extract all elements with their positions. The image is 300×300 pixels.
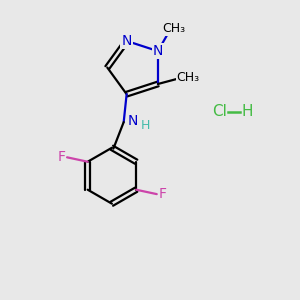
Text: N: N xyxy=(127,114,138,128)
Text: CH₃: CH₃ xyxy=(163,22,186,35)
Text: N: N xyxy=(153,44,163,58)
Text: CH₃: CH₃ xyxy=(177,71,200,84)
Text: F: F xyxy=(57,150,65,164)
Text: Cl: Cl xyxy=(212,104,227,119)
Text: F: F xyxy=(159,187,167,201)
Text: H: H xyxy=(141,118,150,132)
Text: H: H xyxy=(241,104,253,119)
Text: N: N xyxy=(122,34,132,48)
